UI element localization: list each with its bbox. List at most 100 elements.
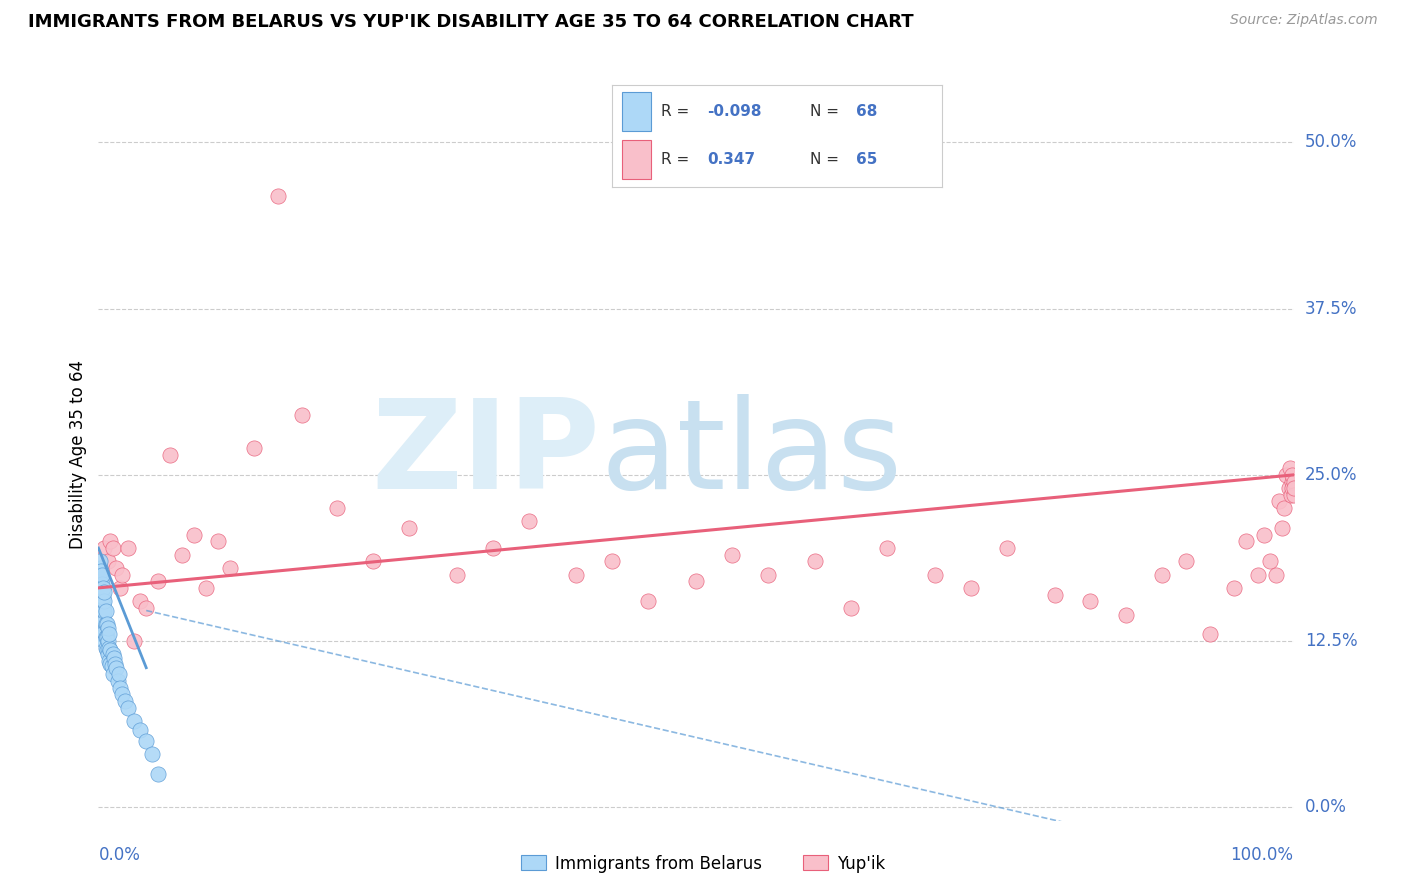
Point — [90, 585, 112, 599]
Point — [107, 667, 129, 681]
Point — [148, 767, 170, 781]
Point — [98, 657, 122, 671]
Legend: Immigrants from Belarus, Yup'ik: Immigrants from Belarus, Yup'ik — [515, 848, 891, 880]
Point — [93, 594, 115, 608]
Point — [756, 567, 779, 582]
Point — [1222, 581, 1246, 595]
Point — [98, 640, 121, 655]
Point — [94, 630, 117, 644]
Point — [94, 640, 117, 655]
Point — [91, 607, 114, 622]
Point — [1253, 527, 1275, 541]
Point — [93, 614, 115, 628]
Text: R =: R = — [661, 153, 695, 167]
Point — [959, 581, 981, 595]
Text: 0.0%: 0.0% — [1305, 798, 1347, 816]
Point — [1281, 481, 1303, 495]
Point — [104, 657, 127, 671]
Point — [93, 634, 115, 648]
Bar — [621, 92, 651, 131]
Point — [91, 611, 114, 625]
Point — [93, 541, 115, 555]
Point — [1268, 494, 1291, 508]
Point — [1258, 554, 1281, 568]
Point — [103, 651, 125, 665]
Point — [111, 687, 134, 701]
Point — [1282, 488, 1305, 502]
Point — [91, 597, 114, 611]
Point — [91, 603, 114, 617]
Point — [93, 585, 115, 599]
Point — [90, 567, 112, 582]
Text: 12.5%: 12.5% — [1305, 632, 1357, 650]
Point — [1175, 554, 1198, 568]
Point — [1282, 481, 1305, 495]
Point — [100, 659, 122, 673]
Point — [1043, 588, 1066, 602]
Point — [194, 581, 217, 595]
Point — [90, 594, 112, 608]
Point — [267, 188, 290, 202]
Point — [89, 561, 111, 575]
Point — [105, 661, 128, 675]
Point — [924, 567, 946, 582]
Point — [101, 667, 124, 681]
Point — [90, 564, 112, 578]
Point — [1278, 461, 1301, 475]
Point — [565, 567, 588, 582]
Point — [90, 603, 112, 617]
Point — [111, 567, 134, 582]
Point — [1275, 467, 1298, 482]
Text: 68: 68 — [856, 103, 877, 119]
Point — [114, 694, 136, 708]
Point — [91, 621, 114, 635]
Point — [91, 581, 114, 595]
Point — [91, 577, 114, 591]
Point — [89, 588, 111, 602]
Point — [89, 581, 111, 595]
Text: ZIP: ZIP — [371, 394, 600, 516]
Point — [101, 648, 124, 662]
Point — [446, 567, 468, 582]
Point — [141, 747, 163, 761]
Point — [721, 548, 744, 562]
Point — [124, 634, 146, 648]
Point — [91, 591, 114, 605]
Point — [98, 654, 121, 668]
Point — [326, 501, 349, 516]
Point — [685, 574, 707, 589]
Point — [96, 643, 118, 657]
Point — [1115, 607, 1137, 622]
Point — [96, 630, 118, 644]
Point — [995, 541, 1018, 555]
Point — [90, 614, 112, 628]
Text: 100.0%: 100.0% — [1230, 846, 1294, 863]
Text: 25.0%: 25.0% — [1305, 466, 1357, 483]
Point — [90, 591, 112, 605]
Point — [243, 442, 266, 456]
Point — [1281, 475, 1303, 489]
Point — [839, 600, 862, 615]
Point — [481, 541, 505, 555]
Point — [91, 591, 114, 605]
Point — [804, 554, 827, 568]
Point — [97, 621, 120, 635]
Point — [94, 616, 117, 631]
Text: -0.098: -0.098 — [707, 103, 762, 119]
Point — [96, 616, 118, 631]
Text: N =: N = — [810, 103, 844, 119]
Point — [97, 648, 120, 662]
Point — [98, 627, 121, 641]
Point — [93, 624, 115, 639]
Point — [98, 643, 122, 657]
Point — [124, 714, 146, 728]
Point — [135, 600, 157, 615]
Point — [1278, 481, 1301, 495]
Point — [117, 541, 139, 555]
Y-axis label: Disability Age 35 to 64: Disability Age 35 to 64 — [69, 360, 87, 549]
Point — [98, 534, 122, 549]
Text: 0.347: 0.347 — [707, 153, 755, 167]
Point — [90, 577, 112, 591]
Point — [129, 723, 152, 738]
Point — [1281, 467, 1303, 482]
